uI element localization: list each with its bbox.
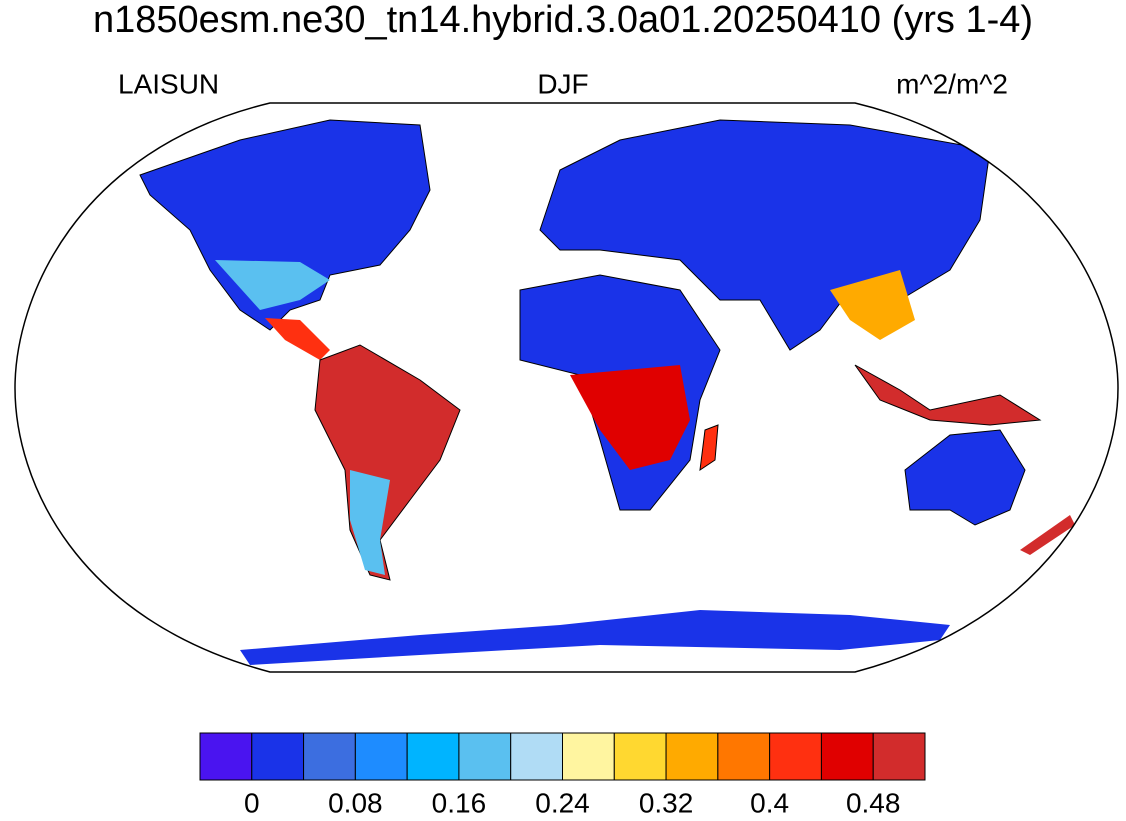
colorbar-box (354, 732, 408, 781)
center-string: DJF (537, 68, 588, 99)
left-string: LAISUN (118, 68, 219, 99)
colorbar-box (199, 732, 253, 781)
colorbar-box (303, 732, 356, 781)
maritime-continent (854, 364, 1042, 426)
south-asia (830, 270, 915, 340)
colorbar-box (613, 732, 667, 781)
australia (904, 429, 1026, 526)
right-string: m^2/m^2 (896, 68, 1008, 99)
central-america (265, 318, 330, 360)
colorbar-tick-label: 0.24 (535, 787, 590, 818)
map-border (14, 102, 1119, 673)
colorbar-box (769, 732, 822, 781)
colorbar-box (458, 732, 512, 781)
madagascar (699, 424, 719, 472)
colorbar-box (251, 732, 305, 781)
colorbar-box (510, 732, 564, 781)
colorbar-box (820, 732, 874, 781)
colorbar-box (562, 732, 615, 781)
colorbar-box (406, 732, 460, 781)
colorbar-tick-label: 0.08 (328, 787, 383, 818)
new-zealand (1020, 515, 1075, 555)
north-america-south (215, 260, 330, 310)
colorbar-tick-label: 0.4 (750, 787, 789, 818)
colorbar-box (872, 732, 926, 781)
colorbar-box (717, 732, 771, 781)
colorbar-box (665, 732, 719, 781)
colorbar: 0 0.08 0.16 0.24 0.32 0.4 0.48 (199, 732, 926, 818)
colorbar-tick-label: 0 (244, 787, 260, 818)
map (14, 102, 1119, 673)
colorbar-tick-label: 0.16 (432, 787, 487, 818)
title: n1850esm.ne30_tn14.hybrid.3.0a01.2025041… (93, 0, 1033, 41)
colorbar-tick-label: 0.32 (639, 787, 694, 818)
colorbar-tick-label: 0.48 (846, 787, 901, 818)
south-america (314, 344, 461, 581)
antarctica (240, 610, 950, 665)
south-america-south (350, 470, 390, 575)
africa-tropics (570, 365, 690, 470)
north-america (139, 119, 431, 331)
